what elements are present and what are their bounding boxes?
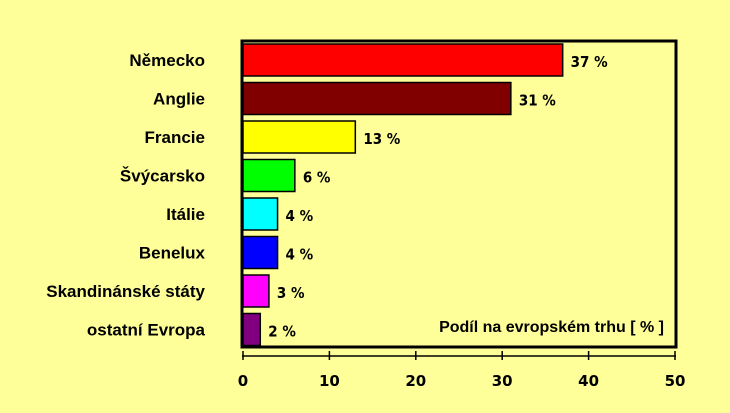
bar-1: [242, 81, 512, 116]
bar-0: [242, 43, 564, 77]
category-label-7: ostatní Evropa: [87, 321, 206, 340]
bar-6: [242, 274, 270, 308]
data-label-3: 6 %: [303, 169, 331, 187]
category-label-4: Itálie: [166, 205, 205, 224]
x-tick-label-0: 0: [238, 372, 248, 390]
data-label-7: 2 %: [268, 323, 296, 341]
legend-text: Podíl na evropském trhu [ % ]: [439, 319, 664, 336]
category-label-3: Švýcarsko: [120, 167, 205, 186]
category-label-1: Anglie: [153, 90, 205, 109]
category-label-5: Benelux: [139, 244, 206, 263]
data-label-6: 3 %: [277, 284, 305, 302]
category-label-2: Francie: [145, 128, 205, 147]
x-tick-label-3: 30: [492, 372, 513, 390]
category-label-0: Německo: [129, 51, 205, 70]
bar-3: [242, 158, 296, 193]
bars-layer: [242, 43, 564, 347]
x-tick-label-4: 40: [578, 372, 599, 390]
data-label-4: 4 %: [286, 207, 314, 225]
category-label-6: Skandinánské státy: [46, 282, 205, 301]
plot-frame: [240, 39, 678, 349]
labels-layer: Německo 37 % Anglie 31 % Francie 13 % Švýcarsk…: [46, 51, 608, 341]
data-label-5: 4 %: [286, 246, 314, 264]
bar-2: [242, 120, 357, 154]
x-axis: 0 10 20 30 40 50: [238, 351, 686, 390]
data-label-1: 31 %: [519, 92, 556, 110]
data-label-0: 37 %: [571, 53, 608, 71]
bar-7: [242, 312, 262, 347]
x-tick-label-2: 20: [405, 372, 426, 390]
x-tick-label-1: 10: [319, 372, 340, 390]
data-label-2: 13 %: [363, 130, 400, 148]
bar-4: [242, 197, 279, 231]
x-tick-label-5: 50: [665, 372, 686, 390]
bar-5: [242, 235, 279, 270]
